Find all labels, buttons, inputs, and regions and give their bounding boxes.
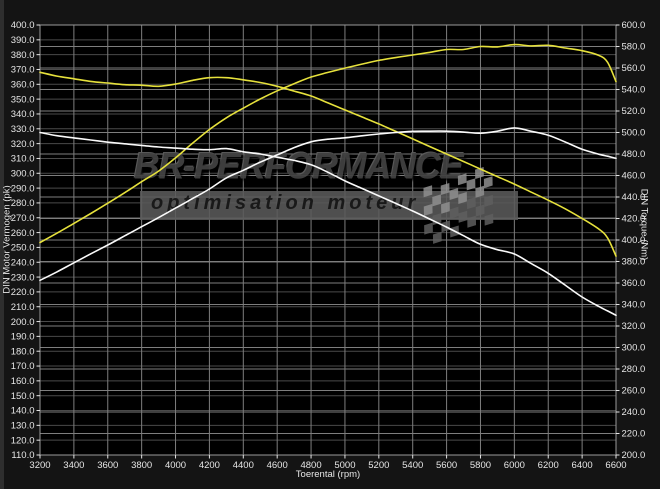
curve-torque-original xyxy=(39,131,617,317)
svg-text:5000: 5000 xyxy=(334,460,355,471)
svg-text:310.0: 310.0 xyxy=(11,154,35,165)
svg-text:4600: 4600 xyxy=(267,460,288,471)
curve-power-original xyxy=(39,127,617,282)
svg-text:560.0: 560.0 xyxy=(622,63,646,74)
svg-text:170.0: 170.0 xyxy=(11,361,35,372)
svg-text:380.0: 380.0 xyxy=(11,50,35,61)
x-axis-title: Toerental (rpm) xyxy=(295,469,361,480)
svg-text:330.0: 330.0 xyxy=(11,124,35,135)
svg-text:3400: 3400 xyxy=(63,460,84,471)
svg-text:210.0: 210.0 xyxy=(11,302,35,313)
svg-text:300.0: 300.0 xyxy=(11,168,35,179)
svg-text:4400: 4400 xyxy=(233,460,254,471)
svg-text:580.0: 580.0 xyxy=(622,42,646,53)
svg-text:320.0: 320.0 xyxy=(622,321,646,332)
svg-text:300.0: 300.0 xyxy=(622,343,646,354)
svg-text:5200: 5200 xyxy=(368,460,389,471)
svg-text:220.0: 220.0 xyxy=(11,287,35,298)
svg-text:5400: 5400 xyxy=(402,460,423,471)
svg-text:360.0: 360.0 xyxy=(11,80,35,91)
svg-text:260.0: 260.0 xyxy=(11,228,35,239)
svg-text:3800: 3800 xyxy=(131,460,152,471)
svg-text:540.0: 540.0 xyxy=(622,85,646,96)
svg-text:360.0: 360.0 xyxy=(622,278,646,289)
svg-text:260.0: 260.0 xyxy=(622,386,646,397)
svg-text:280.0: 280.0 xyxy=(11,198,35,209)
curve-torque-tuned xyxy=(39,71,617,257)
svg-text:340.0: 340.0 xyxy=(622,300,646,311)
svg-text:460.0: 460.0 xyxy=(622,171,646,182)
svg-text:3200: 3200 xyxy=(29,460,50,471)
svg-text:480.0: 480.0 xyxy=(622,149,646,160)
svg-text:5600: 5600 xyxy=(436,460,457,471)
svg-text:320.0: 320.0 xyxy=(11,139,35,150)
svg-text:400.0: 400.0 xyxy=(11,20,35,31)
svg-text:280.0: 280.0 xyxy=(622,364,646,375)
svg-text:180.0: 180.0 xyxy=(11,346,35,357)
svg-text:390.0: 390.0 xyxy=(11,35,35,46)
svg-text:6000: 6000 xyxy=(504,460,525,471)
svg-text:130.0: 130.0 xyxy=(11,421,35,432)
svg-text:240.0: 240.0 xyxy=(11,257,35,268)
svg-text:4200: 4200 xyxy=(199,460,220,471)
curve-power-tuned xyxy=(39,43,617,244)
svg-text:200.0: 200.0 xyxy=(622,450,646,461)
svg-text:110.0: 110.0 xyxy=(11,450,34,461)
svg-text:150.0: 150.0 xyxy=(11,391,35,402)
svg-text:6400: 6400 xyxy=(572,460,593,471)
svg-text:5800: 5800 xyxy=(470,460,491,471)
svg-text:140.0: 140.0 xyxy=(11,406,35,417)
svg-text:440.0: 440.0 xyxy=(622,192,646,203)
svg-text:500.0: 500.0 xyxy=(622,128,646,139)
svg-text:290.0: 290.0 xyxy=(11,183,35,194)
svg-text:6200: 6200 xyxy=(538,460,559,471)
svg-text:600.0: 600.0 xyxy=(622,20,646,31)
svg-text:120.0: 120.0 xyxy=(11,435,35,446)
svg-text:400.0: 400.0 xyxy=(622,235,646,246)
svg-text:3600: 3600 xyxy=(97,460,118,471)
svg-text:230.0: 230.0 xyxy=(11,272,35,283)
svg-text:370.0: 370.0 xyxy=(11,65,35,76)
svg-text:270.0: 270.0 xyxy=(11,213,35,224)
svg-text:6600: 6600 xyxy=(605,460,626,471)
svg-text:190.0: 190.0 xyxy=(11,332,35,343)
svg-text:160.0: 160.0 xyxy=(11,376,35,387)
svg-text:4000: 4000 xyxy=(165,460,186,471)
svg-text:380.0: 380.0 xyxy=(622,257,646,268)
svg-text:240.0: 240.0 xyxy=(622,407,646,418)
svg-text:350.0: 350.0 xyxy=(11,94,35,105)
svg-text:340.0: 340.0 xyxy=(11,109,35,120)
svg-text:4800: 4800 xyxy=(300,460,321,471)
svg-text:420.0: 420.0 xyxy=(622,214,646,225)
svg-text:220.0: 220.0 xyxy=(622,429,646,440)
window-left-edge xyxy=(0,0,4,489)
svg-text:250.0: 250.0 xyxy=(11,243,35,254)
svg-text:520.0: 520.0 xyxy=(622,106,646,117)
svg-text:200.0: 200.0 xyxy=(11,317,35,328)
